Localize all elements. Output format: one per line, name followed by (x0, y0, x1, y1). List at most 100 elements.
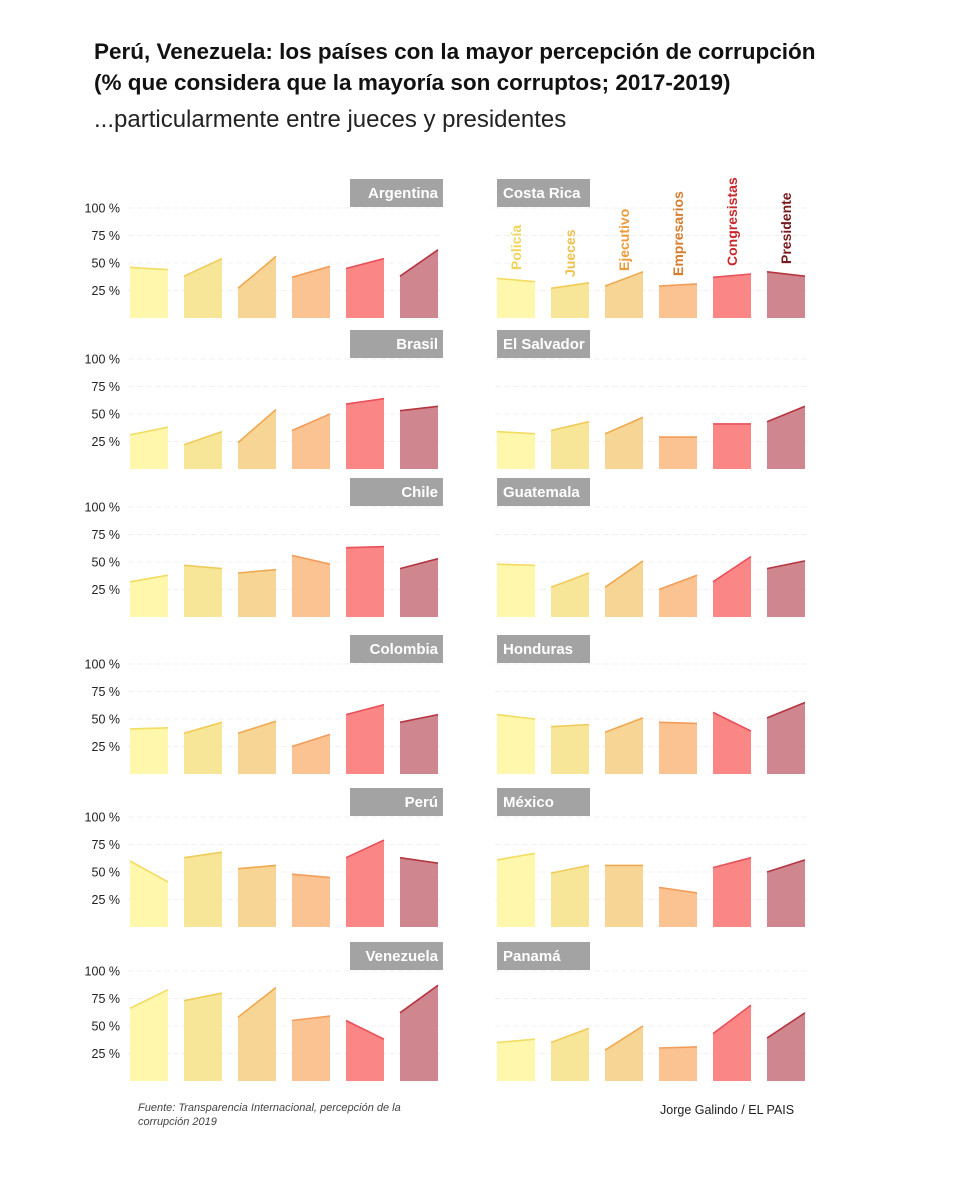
line-venezuela-ejecutivo (237, 986, 277, 1018)
line-costa-rica-empresarios (658, 283, 698, 287)
area-costa-rica-empresarios (659, 283, 697, 318)
area-brasil-empresarios (292, 414, 330, 469)
line-argentina-jueces (183, 257, 223, 277)
line-panama-presidente (766, 1012, 806, 1039)
country-label-peru: Perú (405, 794, 438, 811)
country-label-mexico: México (503, 794, 554, 811)
y-tick-label: 50 % (92, 556, 121, 570)
area-venezuela-ejecutivo (238, 987, 276, 1081)
area-mexico-congresistas (713, 857, 751, 927)
category-label-policia: Policía (508, 225, 524, 270)
area-costa-rica-policia (497, 278, 535, 318)
area-guatemala-congresistas (713, 556, 751, 617)
line-costa-rica-congresistas (712, 273, 752, 279)
chart-title-line-2: (% que considera que la mayoría son corr… (94, 70, 731, 95)
area-peru-ejecutivo (238, 865, 276, 927)
area-chile-ejecutivo (238, 569, 276, 617)
country-label-brasil: Brasil (396, 336, 438, 353)
line-chile-presidente (399, 557, 439, 570)
line-brasil-congresistas (345, 397, 385, 405)
y-tick-label: 25 % (92, 583, 121, 597)
line-guatemala-jueces (550, 572, 590, 589)
country-label-honduras: Honduras (503, 641, 573, 658)
line-costa-rica-presidente (766, 271, 806, 277)
country-label-box-mexico (497, 788, 590, 816)
category-label-empresarios: Empresarios (670, 191, 686, 276)
line-venezuela-policia (129, 988, 169, 1010)
line-brasil-empresarios (291, 413, 331, 432)
line-chile-policia (129, 574, 169, 583)
line-colombia-congresistas (345, 703, 385, 716)
area-mexico-policia (497, 853, 535, 927)
line-chile-ejecutivo (237, 568, 277, 574)
line-chile-empresarios (291, 554, 331, 565)
area-chile-policia (130, 575, 168, 617)
line-mexico-presidente (766, 859, 806, 873)
y-tick-label: 25 % (92, 435, 121, 449)
line-el-salvador-policia (496, 430, 536, 435)
line-el-salvador-jueces (550, 420, 590, 432)
line-venezuela-jueces (183, 992, 223, 1002)
area-mexico-empresarios (659, 887, 697, 927)
y-tick-label: 25 % (92, 284, 121, 298)
area-mexico-presidente (767, 859, 805, 927)
area-honduras-ejecutivo (605, 717, 643, 774)
y-tick-label: 100 % (85, 353, 120, 367)
area-panama-congresistas (713, 1005, 751, 1081)
line-el-salvador-ejecutivo (604, 416, 644, 435)
area-costa-rica-presidente (767, 271, 805, 318)
area-argentina-congresistas (346, 258, 384, 318)
category-label-congresistas: Congresistas (724, 177, 740, 266)
line-panama-empresarios (658, 1046, 698, 1049)
line-argentina-congresistas (345, 257, 385, 270)
line-colombia-presidente (399, 713, 439, 724)
area-mexico-ejecutivo (605, 865, 643, 927)
line-costa-rica-ejecutivo (604, 271, 644, 287)
area-honduras-policia (497, 714, 535, 774)
area-brasil-presidente (400, 406, 438, 469)
area-colombia-ejecutivo (238, 721, 276, 774)
line-honduras-jueces (550, 723, 590, 728)
country-label-box-costa-rica (497, 179, 590, 207)
country-label-box-brasil (350, 330, 443, 358)
area-honduras-congresistas (713, 712, 751, 774)
line-peru-ejecutivo (237, 864, 277, 870)
area-peru-presidente (400, 857, 438, 927)
y-tick-label: 75 % (92, 685, 121, 699)
y-tick-label: 25 % (92, 740, 121, 754)
line-honduras-policia (496, 713, 536, 720)
line-colombia-empresarios (291, 733, 331, 748)
area-colombia-policia (130, 727, 168, 774)
area-peru-empresarios (292, 874, 330, 927)
y-tick-label: 75 % (92, 992, 121, 1006)
area-mexico-jueces (551, 865, 589, 927)
y-tick-label: 50 % (92, 866, 121, 880)
area-chile-jueces (184, 565, 222, 617)
line-mexico-policia (496, 852, 536, 861)
country-label-box-chile (350, 478, 443, 506)
area-chile-congresistas (346, 546, 384, 617)
area-honduras-jueces (551, 724, 589, 774)
line-argentina-presidente (399, 249, 439, 277)
country-label-costa-rica: Costa Rica (503, 185, 581, 202)
area-guatemala-ejecutivo (605, 560, 643, 617)
y-tick-label: 50 % (92, 1020, 121, 1034)
area-panama-presidente (767, 1012, 805, 1081)
line-brasil-jueces (183, 430, 223, 446)
chart-title: Perú, Venezuela: los países con la mayor… (94, 36, 954, 98)
area-el-salvador-jueces (551, 421, 589, 469)
line-peru-empresarios (291, 873, 331, 879)
area-costa-rica-congresistas (713, 274, 751, 318)
area-argentina-jueces (184, 258, 222, 318)
area-guatemala-policia (497, 564, 535, 617)
country-label-box-panama (497, 942, 590, 970)
line-argentina-ejecutivo (237, 255, 277, 289)
y-tick-label: 50 % (92, 257, 121, 271)
line-mexico-congresistas (712, 856, 752, 869)
country-label-box-honduras (497, 635, 590, 663)
chart-title-line-1: Perú, Venezuela: los países con la mayor… (94, 39, 816, 64)
y-tick-label: 100 % (85, 501, 120, 515)
line-peru-congresistas (345, 839, 385, 859)
line-honduras-congresistas (712, 711, 752, 732)
chart-subtitle: ...particularmente entre jueces y presid… (94, 106, 567, 133)
